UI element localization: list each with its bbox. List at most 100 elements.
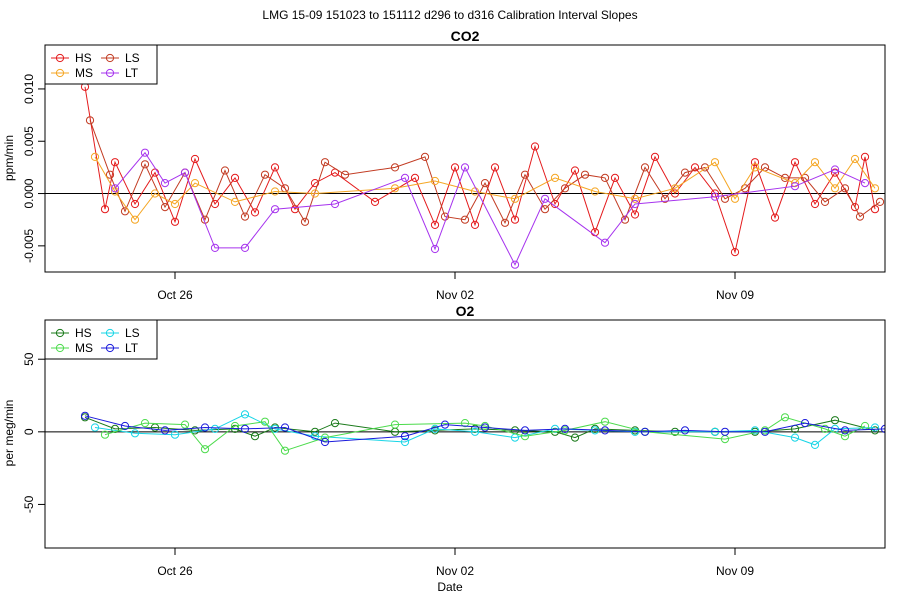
o2-series-ms-point [600, 417, 610, 426]
co2-legend-label-ms: MS [75, 66, 93, 80]
co2-series-lt-point [510, 260, 520, 269]
co2-series-lt-point [160, 179, 170, 188]
co2-plot-area: Oct 26 Nov 02 Nov 09 -0.005 0.000 0.005 0.010 H… [22, 44, 886, 302]
o2-series-ls-point [810, 440, 820, 449]
co2-series-ls-point [220, 166, 230, 175]
co2-series-ms-point [510, 194, 520, 203]
co2-series-hs-point [190, 154, 200, 164]
o2-series-ls-point [90, 423, 100, 432]
co2-series-ms-point [750, 163, 760, 172]
figure-title: LMG 15-09 151023 to 151112 d296 to d316 … [262, 8, 637, 22]
co2-series-ls-point [500, 218, 510, 227]
co2-series-hs-point [100, 205, 110, 214]
co2-series-ms-line [94, 156, 876, 221]
o2-x-tick-label: Oct 26 [157, 564, 193, 578]
co2-series-lt-point [710, 192, 720, 201]
co2-series-hs-point [470, 220, 480, 229]
co2-legend-label-lt: LT [125, 66, 139, 80]
o2-series-lt-point [560, 424, 570, 433]
o2-series-lt-point [80, 411, 90, 420]
co2-series-ls-point [85, 116, 95, 125]
co2-series-ls-point [240, 212, 250, 221]
o2-panel-title: O2 [456, 303, 475, 319]
co2-series-ms-point [810, 158, 820, 167]
co2-series-hs-point [370, 197, 380, 206]
o2-series-ms-point [140, 419, 150, 428]
co2-series-ls-point [140, 160, 150, 169]
o2-series-lt-line [84, 415, 885, 443]
o2-series-ls-point [240, 410, 250, 419]
co2-series-ms-point [430, 176, 440, 186]
co2-series-hs-point [310, 179, 320, 188]
o2-series-lt-point [240, 424, 250, 433]
co2-series-hs-point [750, 158, 760, 167]
co2-series-ls-point [420, 152, 430, 161]
co2-series-ls-point [340, 170, 350, 179]
o2-series-lt-point [320, 437, 330, 447]
o2-series-hs-point [830, 416, 840, 425]
co2-series-ms-point [550, 173, 560, 182]
co2-series-hs-point [230, 173, 240, 182]
co2-series-ls-point [820, 197, 830, 206]
o2-x-tick-label: Nov 09 [716, 564, 754, 578]
co2-series-ms-point [270, 187, 280, 196]
co2-series-lt-line [114, 151, 866, 266]
o2-series-hs-point [330, 419, 340, 428]
co2-series-hs-point [530, 142, 540, 151]
o2-series-hs-point [870, 426, 880, 435]
o2-series-ls-point [400, 437, 410, 447]
o2-plot-frame [44, 319, 886, 549]
co2-y-tick-label: 0.000 [22, 178, 36, 208]
co2-legend-swatch-marker [55, 53, 65, 63]
o2-plot-area: Oct 26 Nov 02 Nov 09 -50 0 50 HS LS MS LT [22, 319, 886, 578]
co2-series-hs-point [850, 203, 860, 212]
co2-series-ls-point [300, 217, 310, 226]
o2-y-tick-label: 50 [22, 352, 36, 366]
co2-series-ms-point [170, 199, 180, 209]
o2-series-ms-point [320, 433, 330, 442]
co2-series-ms-point [590, 187, 600, 196]
o2-legend-swatch-marker [55, 343, 65, 353]
o2-series-lt-point [720, 427, 730, 436]
o2-series-lt-point [760, 427, 770, 436]
o2-series-ms-point [820, 424, 830, 433]
co2-series-ms-point [230, 197, 240, 206]
co2-series-ls-point [440, 212, 450, 221]
co2-series-hs-point [410, 173, 420, 182]
o2-y-axis-label: per meg/min [2, 400, 16, 467]
co2-series-ls-point [540, 205, 550, 214]
co2-series-ls-point [875, 197, 885, 206]
co2-series-lt-point [140, 148, 150, 157]
co2-series-lt-point [790, 182, 800, 191]
o2-series-lt-point [440, 420, 450, 429]
o2-series-lt-point [800, 419, 810, 428]
co2-series-hs-point [670, 189, 680, 198]
o2-series-lt-point [600, 426, 610, 435]
o2-series-ms-point [260, 417, 270, 426]
o2-series-ms-point [390, 420, 400, 429]
co2-series-ls-point [260, 170, 270, 179]
co2-series-ls-point [600, 173, 610, 182]
co2-series-lt-point [460, 163, 470, 172]
x-axis-label: Date [437, 580, 463, 594]
co2-series-lt-point [330, 199, 340, 209]
o2-series-ls-line [94, 413, 876, 446]
co2-series-hs-point [860, 152, 870, 161]
co2-series-ls-point [160, 203, 170, 212]
co2-x-tick-label: Nov 09 [716, 288, 754, 302]
o2-series-lt-point [480, 423, 490, 432]
o2-legend-label-ls: LS [125, 326, 140, 340]
co2-series-hs-point [170, 217, 180, 226]
co2-series-hs-point [110, 158, 120, 167]
o2-series-ms-point [280, 446, 290, 455]
co2-x-tick-label: Oct 26 [157, 288, 193, 302]
co2-x-tick-label: Nov 02 [436, 288, 474, 302]
co2-series-ms-point [150, 189, 160, 198]
co2-plot-frame [44, 44, 886, 273]
o2-series-hs-point [110, 424, 120, 433]
co2-series-ls-point [105, 170, 115, 179]
co2-y-tick-label: 0.005 [22, 126, 36, 156]
o2-series-lt-point [120, 421, 130, 431]
co2-series-ls-point [640, 163, 650, 172]
co2-series-hs-point [630, 210, 640, 219]
